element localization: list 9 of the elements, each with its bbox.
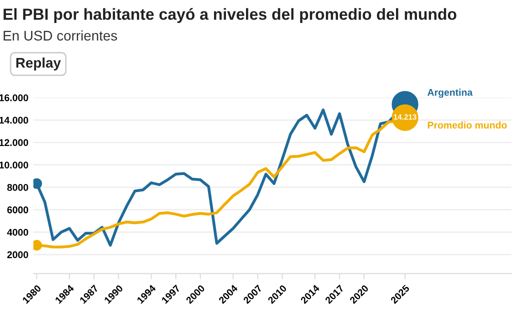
chart-title: El PBI por habitante cayó a niveles del promedio del mundo <box>4 8 456 24</box>
series-label: Argentina <box>427 88 473 98</box>
chart-subtitle: En USD corrientes <box>4 30 118 41</box>
text: Replay <box>16 58 61 70</box>
y-tick-label: 6000 <box>7 206 28 214</box>
y-tick-label: 2000 <box>7 251 28 258</box>
y-tick-label: 4000 <box>7 228 28 236</box>
y-tick-label: 8000 <box>7 184 28 191</box>
series-label: Promedio mundo <box>428 121 507 129</box>
